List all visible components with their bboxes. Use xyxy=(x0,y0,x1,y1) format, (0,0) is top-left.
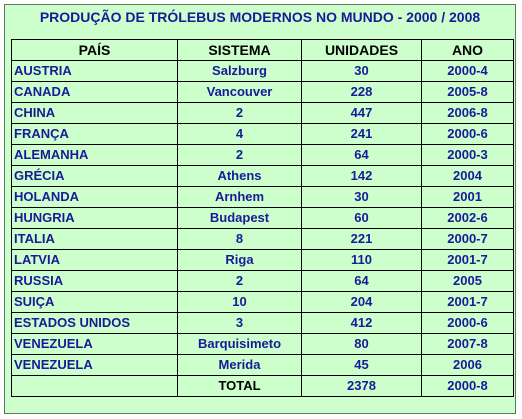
cell-sistema: Barquisimeto xyxy=(177,333,302,355)
cell-ano: 2001-7 xyxy=(421,249,514,271)
cell-sistema: 2 xyxy=(177,144,302,166)
cell-sistema: 10 xyxy=(177,291,302,313)
cell-unidades: 228 xyxy=(301,81,422,103)
table-row: SUIÇA 10 204 2001-7 xyxy=(11,291,514,313)
cell-sistema: Merida xyxy=(177,354,302,376)
cell-pais: LATVIA xyxy=(11,249,178,271)
cell-pais: CHINA xyxy=(11,102,178,124)
cell-unidades: 64 xyxy=(301,144,422,166)
cell-unidades: 80 xyxy=(301,333,422,355)
cell-pais: ESTADOS UNIDOS xyxy=(11,312,178,334)
header-sistema: SISTEMA xyxy=(177,39,302,61)
cell-pais: RUSSIA xyxy=(11,270,178,292)
cell-pais: VENEZUELA xyxy=(11,333,178,355)
cell-pais: SUIÇA xyxy=(11,291,178,313)
cell-ano: 2006 xyxy=(421,354,514,376)
total-pais-cell xyxy=(11,375,178,397)
table-row: VENEZUELA Barquisimeto 80 2007-8 xyxy=(11,333,514,355)
table-row: CHINA 2 447 2006-8 xyxy=(11,102,514,124)
header-ano: ANO xyxy=(421,39,514,61)
table-row: AUSTRIA Salzburg 30 2000-4 xyxy=(11,60,514,82)
production-table: PAÍS SISTEMA UNIDADES ANO AUSTRIA Salzbur… xyxy=(11,39,514,397)
total-row: TOTAL 2378 2000-8 xyxy=(11,375,514,397)
cell-unidades: 142 xyxy=(301,165,422,187)
cell-pais: HUNGRIA xyxy=(11,207,178,229)
table-row: ITALIA 8 221 2000-7 xyxy=(11,228,514,250)
cell-sistema: 4 xyxy=(177,123,302,145)
total-year-cell: 2000-8 xyxy=(421,375,514,397)
cell-pais: ITALIA xyxy=(11,228,178,250)
cell-unidades: 30 xyxy=(301,60,422,82)
cell-ano: 2000-7 xyxy=(421,228,514,250)
header-pais: PAÍS xyxy=(11,39,178,61)
cell-unidades: 447 xyxy=(301,102,422,124)
cell-sistema: Salzburg xyxy=(177,60,302,82)
cell-ano: 2006-8 xyxy=(421,102,514,124)
cell-ano: 2001-7 xyxy=(421,291,514,313)
cell-pais: HOLANDA xyxy=(11,186,178,208)
cell-unidades: 241 xyxy=(301,123,422,145)
table-row: HUNGRIA Budapest 60 2002-6 xyxy=(11,207,514,229)
cell-ano: 2000-6 xyxy=(421,123,514,145)
cell-pais: ALEMANHA xyxy=(11,144,178,166)
table-row: FRANÇA 4 241 2000-6 xyxy=(11,123,514,145)
cell-sistema: 3 xyxy=(177,312,302,334)
table-row: CANADA Vancouver 228 2005-8 xyxy=(11,81,514,103)
table-title: PRODUÇÃO DE TRÓLEBUS MODERNOS NO MUNDO -… xyxy=(39,9,481,25)
header-row: PAÍS SISTEMA UNIDADES ANO xyxy=(11,39,514,61)
cell-ano: 2007-8 xyxy=(421,333,514,355)
cell-sistema: Arnhem xyxy=(177,186,302,208)
cell-pais: CANADA xyxy=(11,81,178,103)
cell-ano: 2001 xyxy=(421,186,514,208)
cell-ano: 2005-8 xyxy=(421,81,514,103)
cell-unidades: 30 xyxy=(301,186,422,208)
cell-unidades: 64 xyxy=(301,270,422,292)
cell-pais: AUSTRIA xyxy=(11,60,178,82)
table-body: AUSTRIA Salzburg 30 2000-4 CANADA Vancouver 22… xyxy=(11,60,514,376)
cell-unidades: 60 xyxy=(301,207,422,229)
cell-ano: 2005 xyxy=(421,270,514,292)
cell-ano: 2000-6 xyxy=(421,312,514,334)
cell-unidades: 204 xyxy=(301,291,422,313)
table-row: VENEZUELA Merida 45 2006 xyxy=(11,354,514,376)
cell-unidades: 221 xyxy=(301,228,422,250)
cell-ano: 2004 xyxy=(421,165,514,187)
cell-ano: 2002-6 xyxy=(421,207,514,229)
table-row: ESTADOS UNIDOS 3 412 2000-6 xyxy=(11,312,514,334)
cell-sistema: 2 xyxy=(177,270,302,292)
cell-unidades: 45 xyxy=(301,354,422,376)
cell-ano: 2000-3 xyxy=(421,144,514,166)
table-row: HOLANDA Arnhem 30 2001 xyxy=(11,186,514,208)
cell-unidades: 110 xyxy=(301,249,422,271)
table-frame: PRODUÇÃO DE TRÓLEBUS MODERNOS NO MUNDO -… xyxy=(4,4,516,414)
table-row: LATVIA Riga 110 2001-7 xyxy=(11,249,514,271)
cell-pais: VENEZUELA xyxy=(11,354,178,376)
total-units-cell: 2378 xyxy=(301,375,422,397)
cell-sistema: Riga xyxy=(177,249,302,271)
cell-pais: GRÉCIA xyxy=(11,165,178,187)
table-row: GRÉCIA Athens 142 2004 xyxy=(11,165,514,187)
table-row: ALEMANHA 2 64 2000-3 xyxy=(11,144,514,166)
cell-sistema: 8 xyxy=(177,228,302,250)
cell-unidades: 412 xyxy=(301,312,422,334)
cell-sistema: Budapest xyxy=(177,207,302,229)
cell-pais: FRANÇA xyxy=(11,123,178,145)
header-unidades: UNIDADES xyxy=(301,39,422,61)
cell-sistema: Vancouver xyxy=(177,81,302,103)
table-row: RUSSIA 2 64 2005 xyxy=(11,270,514,292)
cell-ano: 2000-4 xyxy=(421,60,514,82)
total-label-cell: TOTAL xyxy=(177,375,302,397)
cell-sistema: Athens xyxy=(177,165,302,187)
cell-sistema: 2 xyxy=(177,102,302,124)
